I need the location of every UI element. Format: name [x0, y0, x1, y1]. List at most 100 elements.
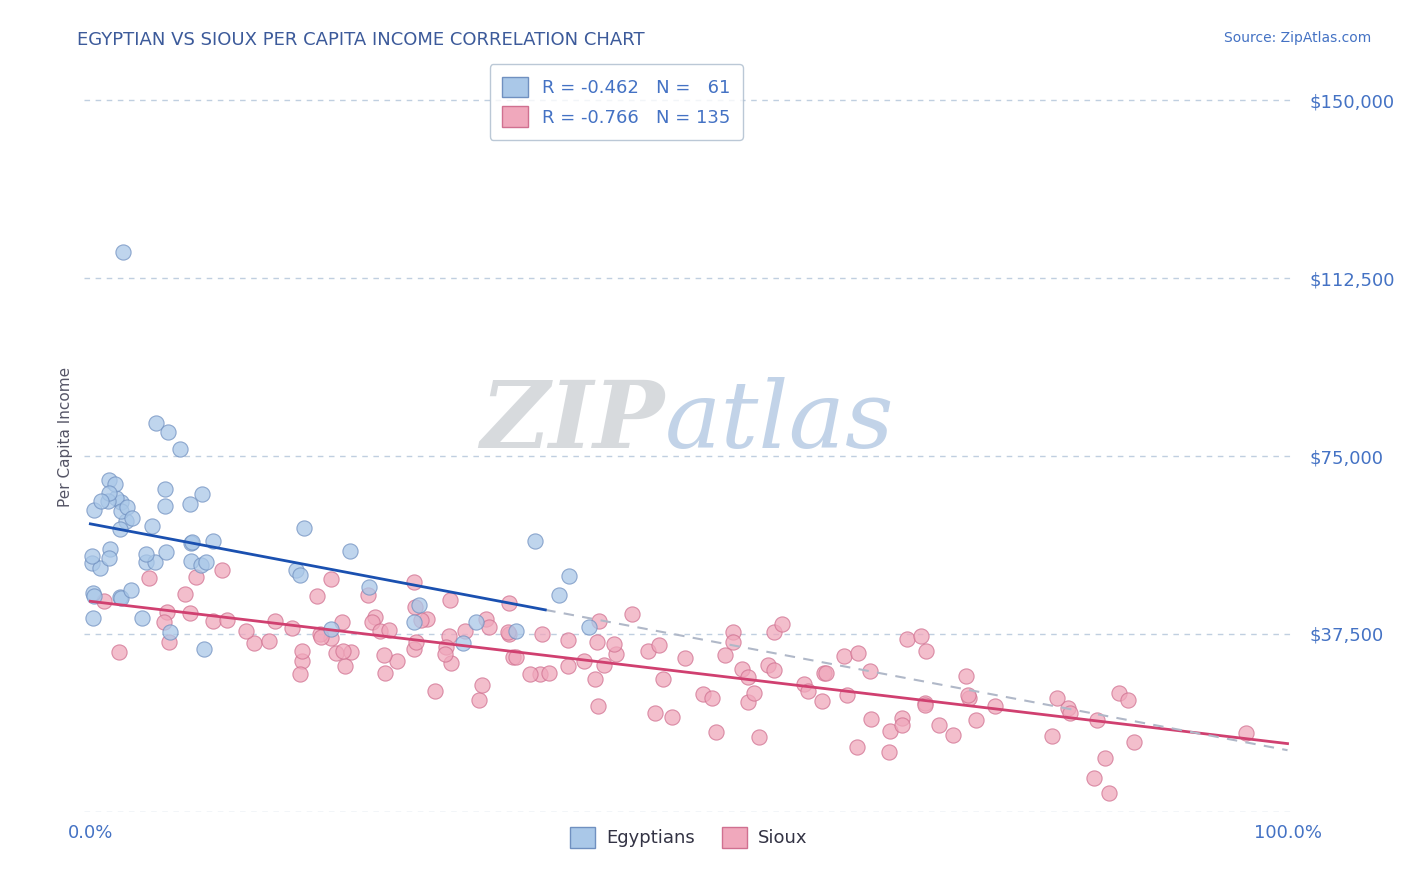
Point: [475, 612, 498, 626]
Point: [557, 659, 579, 673]
Point: [288, 568, 311, 582]
Point: [308, 627, 330, 641]
Point: [330, 615, 353, 629]
Point: [605, 648, 627, 662]
Point: [408, 598, 430, 612]
Point: [1083, 771, 1105, 785]
Point: [364, 610, 387, 624]
Point: [1097, 786, 1119, 800]
Point: [82, 585, 104, 599]
Point: [762, 663, 785, 677]
Point: [845, 740, 868, 755]
Point: [202, 534, 225, 549]
Point: [374, 665, 396, 680]
Point: [180, 554, 202, 568]
Point: [748, 730, 770, 744]
Point: [468, 693, 491, 707]
Point: [264, 615, 287, 629]
Point: [859, 712, 882, 726]
Point: [405, 635, 427, 649]
Point: [537, 665, 560, 680]
Point: [145, 416, 167, 430]
Point: [404, 600, 426, 615]
Point: [115, 514, 138, 528]
Point: [325, 646, 347, 660]
Point: [159, 625, 181, 640]
Point: [370, 624, 392, 639]
Point: [143, 555, 166, 569]
Point: [179, 497, 201, 511]
Point: [80, 549, 103, 563]
Point: [281, 621, 304, 635]
Point: [257, 634, 280, 648]
Point: [180, 536, 202, 550]
Point: [523, 534, 546, 549]
Text: EGYPTIAN VS SIOUX PER CAPITA INCOME CORRELATION CHART: EGYPTIAN VS SIOUX PER CAPITA INCOME CORR…: [77, 31, 645, 49]
Point: [83, 590, 105, 604]
Point: [98, 473, 121, 487]
Point: [957, 688, 980, 702]
Point: [955, 669, 977, 683]
Legend: Egyptians, Sioux: Egyptians, Sioux: [562, 820, 815, 855]
Point: [385, 654, 408, 668]
Point: [202, 614, 225, 628]
Point: [593, 657, 616, 672]
Point: [811, 694, 834, 708]
Point: [111, 245, 134, 260]
Point: [243, 636, 266, 650]
Point: [89, 560, 111, 574]
Point: [378, 623, 401, 637]
Point: [153, 615, 176, 629]
Point: [1094, 751, 1116, 765]
Point: [211, 563, 233, 577]
Point: [191, 486, 214, 500]
Point: [319, 631, 342, 645]
Point: [505, 624, 527, 638]
Point: [285, 563, 308, 577]
Text: ZIP: ZIP: [481, 377, 665, 467]
Point: [373, 648, 395, 663]
Point: [291, 654, 314, 668]
Point: [108, 645, 131, 659]
Point: [339, 544, 361, 558]
Point: [434, 640, 457, 654]
Point: [837, 688, 859, 702]
Point: [291, 643, 314, 657]
Point: [309, 630, 332, 644]
Point: [439, 593, 461, 607]
Point: [179, 606, 201, 620]
Point: [498, 596, 520, 610]
Point: [586, 635, 609, 649]
Point: [173, 587, 195, 601]
Point: [157, 635, 180, 649]
Point: [756, 657, 779, 672]
Point: [100, 541, 122, 556]
Point: [339, 645, 361, 659]
Point: [890, 711, 912, 725]
Point: [498, 627, 520, 641]
Point: [156, 605, 179, 619]
Point: [673, 650, 696, 665]
Point: [82, 556, 104, 570]
Point: [1123, 735, 1146, 749]
Point: [896, 632, 918, 647]
Point: [97, 551, 120, 566]
Point: [105, 491, 128, 506]
Point: [190, 558, 212, 573]
Point: [496, 625, 519, 640]
Point: [661, 709, 683, 723]
Point: [652, 672, 675, 686]
Point: [797, 683, 820, 698]
Text: Source: ZipAtlas.com: Source: ZipAtlas.com: [1223, 31, 1371, 45]
Point: [648, 639, 671, 653]
Point: [478, 620, 501, 634]
Point: [557, 632, 579, 647]
Point: [890, 718, 912, 732]
Point: [90, 494, 112, 508]
Point: [858, 664, 880, 678]
Point: [169, 442, 191, 456]
Point: [832, 648, 855, 663]
Point: [1085, 713, 1108, 727]
Point: [454, 624, 477, 639]
Point: [770, 616, 793, 631]
